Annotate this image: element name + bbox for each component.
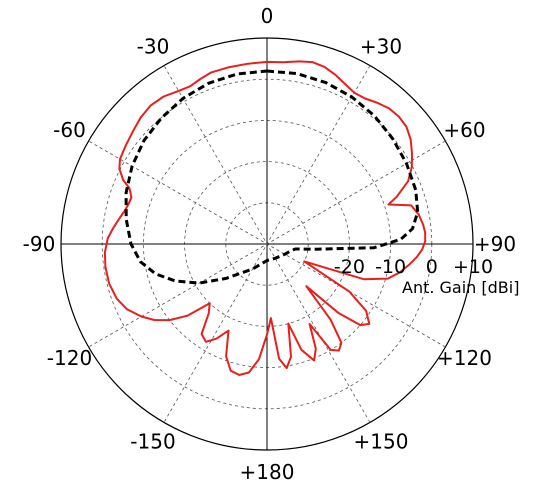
- angle-label: -30: [137, 35, 170, 59]
- angle-label: +30: [360, 35, 402, 59]
- angle-spoke: [163, 65, 371, 423]
- angle-label: +60: [443, 118, 485, 142]
- dashed-pattern-curve: [124, 69, 420, 285]
- range-tick-label: -20: [334, 256, 365, 278]
- angle-label: -120: [47, 346, 92, 370]
- polar-grid: [60, 37, 474, 451]
- series-layer: [103, 60, 427, 376]
- range-tick-label: +10: [453, 256, 493, 278]
- angle-label: -150: [130, 430, 175, 454]
- radial-unit-label: Ant. Gain [dBi]: [402, 278, 519, 297]
- labels-layer: 0 +30 +60 +90 +120 +150 +180 -150 -120 -90 -60 -30 -…: [23, 4, 516, 484]
- angle-label: +90: [474, 232, 516, 256]
- angle-label: 0: [261, 4, 274, 28]
- angle-label: -90: [23, 232, 56, 256]
- angle-label: -60: [53, 118, 86, 142]
- angle-label: +150: [354, 430, 409, 454]
- angle-label: +180: [240, 460, 295, 484]
- angle-label: +120: [437, 346, 492, 370]
- red-pattern-curve: [103, 60, 427, 376]
- range-tick-label: -10: [375, 256, 406, 278]
- range-tick-label: 0: [426, 256, 438, 278]
